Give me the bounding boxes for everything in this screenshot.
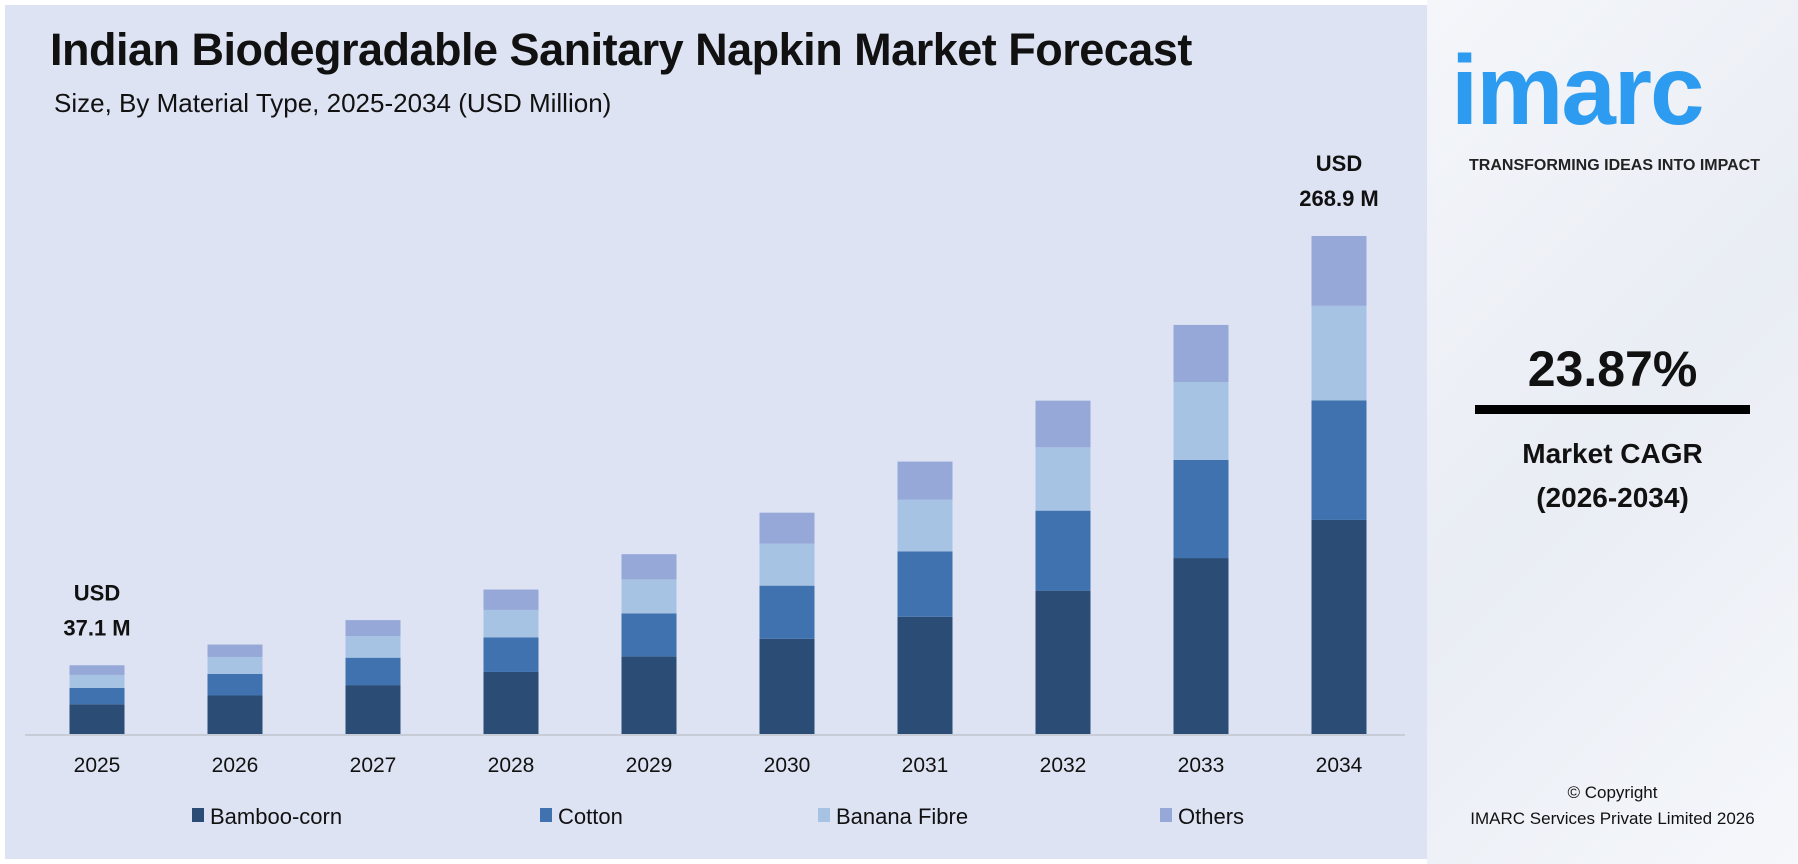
bar-segment-others-2025 — [69, 665, 125, 675]
bar-segment-bamboo-corn-2030 — [759, 638, 815, 734]
bar-segment-banana-fibre-2031 — [897, 499, 953, 552]
x-tick-label: 2033 — [1178, 754, 1225, 777]
divider — [1475, 405, 1750, 414]
bar-segment-bamboo-corn-2034 — [1311, 519, 1367, 734]
x-tick-label: 2027 — [350, 754, 397, 777]
bar-segment-others-2034 — [1311, 236, 1367, 306]
x-tick-label: 2031 — [902, 754, 949, 777]
bar-segment-bamboo-corn-2033 — [1173, 558, 1229, 734]
bar-segment-cotton-2027 — [345, 657, 401, 686]
legend-swatch — [192, 808, 204, 822]
stacked-bar-chart: 2025 2026 2027 2028 2029 2030 2031 2032 2033 2034… — [25, 151, 1405, 829]
bar-segment-cotton-2034 — [1311, 400, 1367, 520]
data-label: 37.1 M — [63, 615, 130, 640]
bar-segment-others-2028 — [483, 589, 539, 610]
bar-segment-banana-fibre-2033 — [1173, 382, 1229, 460]
cagr-period: (2026-2034) — [1536, 482, 1689, 513]
bar-segment-others-2027 — [345, 620, 401, 637]
bar-segment-cotton-2028 — [483, 637, 539, 672]
bar-segment-bamboo-corn-2032 — [1035, 590, 1091, 734]
legend-label: Cotton — [558, 804, 623, 829]
x-tick-label: 2030 — [764, 754, 811, 777]
x-tick-label: 2032 — [1040, 754, 1087, 777]
tagline: TRANSFORMING IDEAS INTO IMPACT — [1469, 157, 1760, 174]
bar-segment-banana-fibre-2026 — [207, 656, 263, 674]
legend-swatch — [540, 808, 552, 822]
bar-segment-others-2029 — [621, 554, 677, 580]
bar-segment-cotton-2032 — [1035, 510, 1091, 591]
chart-subtitle: Size, By Material Type, 2025-2034 (USD M… — [54, 88, 612, 118]
bar-segment-bamboo-corn-2025 — [69, 704, 125, 734]
bar-segment-cotton-2031 — [897, 551, 953, 617]
bar-segment-bamboo-corn-2029 — [621, 656, 677, 734]
bar-segment-banana-fibre-2027 — [345, 636, 401, 658]
legend-label: Banana Fibre — [836, 804, 968, 829]
chart-title: Indian Biodegradable Sanitary Napkin Mar… — [50, 24, 1192, 75]
bar-segment-banana-fibre-2029 — [621, 579, 677, 614]
x-tick-label: 2034 — [1316, 754, 1363, 777]
x-tick-label: 2029 — [626, 754, 673, 777]
bar-segment-bamboo-corn-2028 — [483, 671, 539, 734]
cagr-label-text: Market CAGR — [1522, 438, 1703, 469]
bar-segment-cotton-2033 — [1173, 459, 1229, 559]
data-label: 268.9 M — [1299, 186, 1379, 211]
bar-segment-banana-fibre-2030 — [759, 543, 815, 586]
legend-swatch — [818, 808, 830, 822]
x-tick-label: 2028 — [488, 754, 535, 777]
bar-segment-others-2031 — [897, 461, 953, 500]
bar-segment-cotton-2026 — [207, 673, 263, 696]
bar-segment-banana-fibre-2032 — [1035, 447, 1091, 511]
bar-segment-bamboo-corn-2031 — [897, 616, 953, 734]
copyright-text: © Copyright — [1567, 783, 1658, 802]
bar-segment-cotton-2025 — [69, 687, 125, 705]
bar-segment-banana-fibre-2025 — [69, 674, 125, 688]
cagr-value: 23.87% — [1527, 341, 1698, 397]
side-panel: imarc TRANSFORMING IDEAS INTO IMPACT 23.… — [1427, 0, 1798, 864]
imarc-logo: imarc — [1451, 35, 1705, 145]
bar-segment-others-2030 — [759, 512, 815, 544]
bar-segment-cotton-2029 — [621, 613, 677, 657]
company-name: IMARC Services Private Limited 2026 — [1470, 809, 1755, 828]
bar-segment-bamboo-corn-2027 — [345, 685, 401, 734]
copyright: © Copyright IMARC Services Private Limit… — [1427, 780, 1798, 832]
bar-segment-others-2033 — [1173, 324, 1229, 383]
bar-segment-others-2026 — [207, 644, 263, 657]
cagr-label: Market CAGR (2026-2034) — [1427, 432, 1798, 520]
bar-segment-banana-fibre-2034 — [1311, 305, 1367, 401]
x-tick-label: 2025 — [74, 754, 121, 777]
bar-segment-others-2032 — [1035, 400, 1091, 448]
data-label: USD — [74, 580, 120, 605]
legend-label: Bamboo-corn — [210, 804, 342, 829]
data-label: USD — [1316, 151, 1362, 176]
legend-label: Others — [1178, 804, 1244, 829]
x-tick-label: 2026 — [212, 754, 259, 777]
legend-swatch — [1160, 808, 1172, 822]
bar-segment-banana-fibre-2028 — [483, 609, 539, 638]
bar-segment-bamboo-corn-2026 — [207, 695, 263, 734]
bar-segment-cotton-2030 — [759, 585, 815, 639]
